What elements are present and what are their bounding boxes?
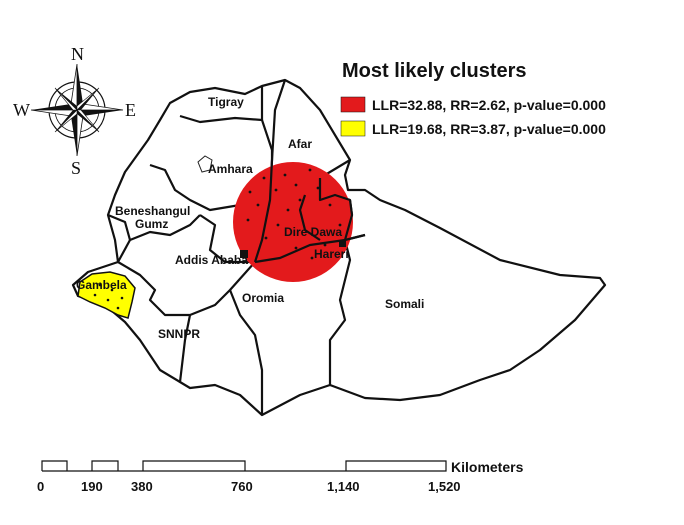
cluster-2-points — [93, 283, 124, 310]
hareri-marker — [339, 240, 346, 247]
cluster-1-points — [246, 168, 342, 260]
region-label-oromia: Oromia — [242, 291, 284, 305]
region-label-beneshangul-line2: Gumz — [135, 217, 168, 231]
region-label-snnpr: SNNPR — [158, 327, 200, 341]
cluster-1-circle — [233, 162, 353, 282]
scale-tick-1520: 1,520 — [428, 479, 461, 494]
compass-south-label: S — [71, 158, 81, 178]
scale-tick-380: 380 — [131, 479, 153, 494]
cluster-2-area — [77, 271, 136, 319]
region-label-tigray: Tigray — [208, 95, 244, 109]
scale-tick-760: 760 — [231, 479, 253, 494]
legend-swatch-cluster-1 — [340, 96, 366, 113]
region-label-gambela: Gambela — [76, 278, 127, 292]
region-label-beneshangul-line1: Beneshangul — [115, 204, 190, 218]
scale-bar-line — [41, 460, 447, 472]
compass-east-label: E — [125, 100, 136, 120]
scale-tick-0: 0 — [37, 479, 44, 494]
compass-north-label: N — [71, 44, 84, 64]
compass-west-label: W — [13, 100, 30, 120]
scale-tick-1140: 1,140 — [327, 479, 360, 494]
country-outline — [71, 78, 607, 417]
cluster-1-boundaries — [253, 159, 366, 264]
legend-label-cluster-1: LLR=32.88, RR=2.62, p-value=0.000 — [372, 97, 606, 113]
legend-title: Most likely clusters — [342, 60, 527, 82]
region-label-afar: Afar — [288, 137, 312, 151]
scale-tick-190: 190 — [81, 479, 103, 494]
scale-bar-unit: Kilometers — [451, 459, 524, 475]
region-label-somali: Somali — [385, 297, 424, 311]
legend-label-cluster-2: LLR=19.68, RR=3.87, p-value=0.000 — [372, 121, 606, 137]
region-label-beneshangul: Beneshangul Gumz — [115, 204, 194, 231]
scale-bar: Kilometers 0 190 380 760 1,140 1,520 — [37, 459, 524, 494]
addis-ababa-marker — [240, 250, 248, 258]
region-label-amhara: Amhara — [208, 162, 253, 176]
region-label-dire-dawa: Dire Dawa — [284, 225, 342, 239]
lake-tana-outline — [197, 155, 213, 173]
compass-rose: N S E W — [13, 44, 136, 178]
legend-swatch-cluster-2 — [340, 120, 366, 137]
legend: Most likely clusters LLR=32.88, RR=2.62,… — [340, 60, 606, 137]
region-label-hareri: Hareri — [314, 247, 349, 261]
region-label-addis-ababa: Addis Ababa — [175, 253, 248, 267]
